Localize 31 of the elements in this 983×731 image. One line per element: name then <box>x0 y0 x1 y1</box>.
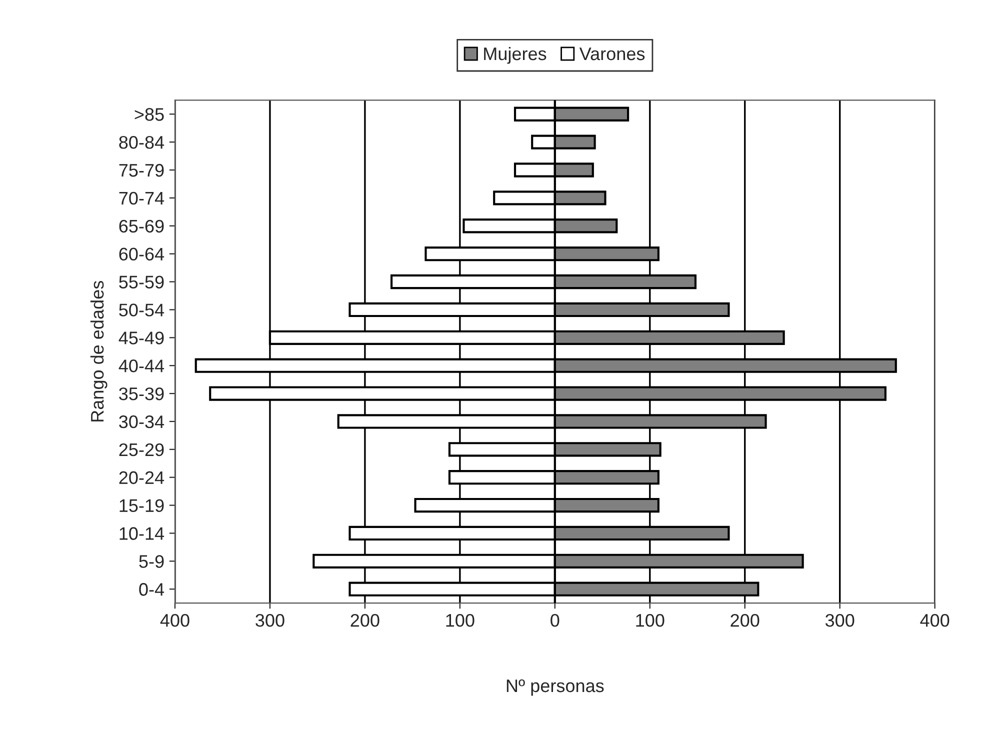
x-tick-label: 200 <box>350 614 380 627</box>
y-tick-label: 50-54 <box>119 304 164 316</box>
y-tick-label: 65-69 <box>119 220 164 233</box>
y-tick-label: 55-59 <box>119 276 164 288</box>
y-tick-label: 80-84 <box>119 136 164 149</box>
legend-label: Varones <box>579 48 645 60</box>
y-axis-title: Rango de edades <box>90 280 108 422</box>
x-tick-label: 300 <box>256 614 284 627</box>
x-tick-label: 100 <box>446 614 474 627</box>
y-tick-label: 25-29 <box>119 443 164 456</box>
x-tick-label: 0 <box>550 614 560 627</box>
y-tick-label: 5-9 <box>139 555 164 568</box>
x-tick-label: 200 <box>730 614 760 627</box>
x-tick-label: 300 <box>825 614 854 627</box>
x-tick-label: 400 <box>920 614 950 627</box>
legend-label: Mujeres <box>484 46 546 64</box>
x-tick-label: 100 <box>636 614 664 627</box>
y-tick-label: 35-39 <box>119 387 164 400</box>
y-tick-label: 10-14 <box>120 527 164 540</box>
y-tick-label: 60-64 <box>119 248 164 261</box>
y-tick-label: 70-74 <box>119 192 164 205</box>
x-tick-label: 400 <box>160 614 190 627</box>
y-tick-label: 75-79 <box>119 164 164 177</box>
y-tick-label: 40-44 <box>118 360 164 372</box>
y-tick-label: 45-49 <box>118 332 164 344</box>
x-axis-title: Nº personas <box>506 679 604 696</box>
y-tick-label: 30-34 <box>119 415 164 428</box>
y-tick-label: 20-24 <box>119 471 164 484</box>
y-tick-label: 15-19 <box>120 499 164 512</box>
y-tick-label: >85 <box>134 108 164 121</box>
y-tick-label: 0-4 <box>139 583 164 596</box>
